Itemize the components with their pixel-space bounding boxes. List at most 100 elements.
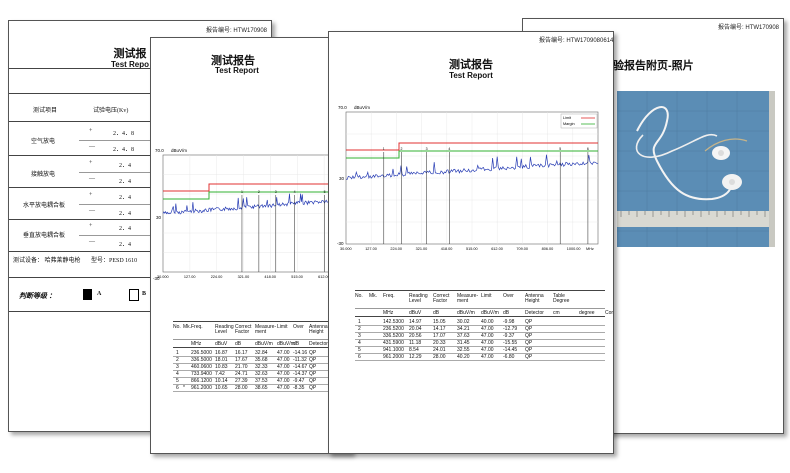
voltage-values: 2．4．8 [113, 147, 135, 153]
unit-label: Detector [309, 341, 328, 347]
table-cell: -14.45 [503, 347, 518, 353]
column-header: Mk. [369, 293, 378, 299]
grade-a-label: A [97, 291, 102, 297]
x-tick-label: 1000.00 [567, 247, 581, 251]
table-cell: -12.79 [503, 326, 518, 332]
table-cell: 34.21 [457, 326, 470, 332]
x-tick-label: MHz [586, 247, 594, 251]
marker-number: 4 [448, 147, 450, 151]
margin-line [346, 150, 598, 159]
table-cell: 236.5000 [191, 350, 212, 356]
row-item: 垂直放电耦合板 [23, 233, 66, 239]
table-cell: QP [309, 364, 317, 370]
table-cell: QP [309, 385, 317, 391]
table-cell: -6.80 [503, 354, 515, 360]
table-cell: 35.68 [255, 357, 268, 363]
grid [346, 112, 598, 244]
judgement-label: 判断等级 ： [19, 292, 56, 300]
unit-label: MHz [383, 310, 394, 316]
table-cell: 21.70 [235, 364, 248, 370]
unit-label: cm [553, 310, 560, 316]
unit-label: degree [579, 310, 595, 316]
table-cell: QP [309, 350, 317, 356]
unit-label: dBuV [409, 310, 422, 316]
column-header: Mk. [183, 324, 192, 330]
table-cell: * [183, 385, 185, 391]
grade-b-box [129, 289, 139, 301]
table-cell: QP [309, 357, 317, 363]
unit-label: dB [293, 341, 300, 347]
table-cell: -11.32 [293, 357, 307, 363]
grade-a-box-checked [83, 289, 92, 300]
polarity: — [89, 239, 95, 245]
column-header: Freq. [383, 293, 395, 299]
table-cell: 47.00 [481, 333, 494, 339]
voltage-values: 2．4 [119, 195, 132, 201]
table-cell: QP [525, 354, 533, 360]
table-cell: 2 [358, 326, 361, 332]
legend-limit-label: Limit [563, 116, 572, 120]
table-cell: 24.01 [433, 347, 446, 353]
unit-label: dBuV/m [481, 310, 499, 316]
voltage-values: 2．4 [119, 163, 132, 169]
table-cell: 32.33 [255, 364, 268, 370]
table-cell: 47.00 [481, 347, 494, 353]
table-cell: 11.18 [409, 340, 422, 346]
legend-margin-label: Margin [563, 122, 575, 126]
table-cell: 236.5200 [383, 326, 404, 332]
table-cell: 47.00 [277, 364, 290, 370]
unit-label: dBuV/m [255, 341, 273, 347]
unit-label: dBuV/m [277, 341, 295, 347]
table-cell: QP [525, 347, 533, 353]
table-cell: 32.84 [255, 350, 268, 356]
column-header: Table Degree [553, 293, 570, 304]
report-number: 报告编号: HTW1709080614 [539, 38, 614, 44]
table-cell: 6 [176, 385, 179, 391]
limit-line [163, 183, 351, 192]
voltage-values: 2．4 [119, 242, 132, 248]
polarity: + [89, 223, 93, 229]
column-header: Limit [277, 324, 288, 330]
grid [163, 155, 351, 272]
x-tick-label: 30.000 [340, 247, 352, 251]
table-cell: 40.20 [457, 354, 470, 360]
table-cell: 7.42 [215, 371, 225, 377]
y-axis-bottom-label: -30 [153, 276, 160, 281]
table-cell: 12.29 [409, 354, 422, 360]
voltage-values: 2．4 [119, 226, 132, 232]
page-title-cn: 测试报告 [211, 55, 255, 67]
table-cell: 40.00 [481, 319, 494, 325]
column-header: Antenna Height [309, 324, 328, 335]
marker-number: 1 [383, 147, 385, 151]
table-cell: 47.00 [277, 357, 290, 363]
voltage-values: 2．4．8 [113, 131, 135, 137]
column-header: Antenna Height [525, 293, 544, 304]
table-cell: 941.1000 [383, 347, 404, 353]
table-cell: 14.17 [433, 326, 446, 332]
column-header: Measure-ment [255, 324, 277, 335]
margin-line [163, 191, 351, 200]
x-axis-ticks: 30.000 127.00 224.00 321.00 418.00 515.00 612.… [157, 275, 351, 279]
x-tick-label: 612.00 [491, 247, 503, 251]
table-cell: 32.63 [255, 371, 268, 377]
x-tick-label: 224.00 [211, 275, 223, 279]
table-cell: 14.97 [409, 319, 422, 325]
table-cell: -14.16 [293, 350, 308, 356]
table-cell: 27.39 [235, 378, 248, 384]
marker-number: 4 [294, 190, 296, 194]
report-number: 报告编号: HTW170908 [718, 25, 780, 31]
table-cell: 47.00 [481, 354, 494, 360]
column-header: Reading Level [215, 324, 234, 335]
table-cell: 866.1200 [191, 378, 212, 384]
page-title-en: Test Report [449, 71, 493, 80]
table-cell: 460.0600 [191, 364, 212, 370]
polarity: — [89, 144, 95, 150]
table-cell: 20.33 [433, 340, 446, 346]
y-axis-unit: dBuV/m [171, 148, 187, 153]
table-cell: 37.53 [255, 378, 268, 384]
voltage-values: 2．4 [119, 179, 132, 185]
x-tick-label: 321.00 [238, 275, 250, 279]
table-cell: 38.65 [255, 385, 268, 391]
marker-number: 5 [324, 190, 326, 194]
header-test-voltage: 试验电压(Kv) [93, 108, 129, 114]
